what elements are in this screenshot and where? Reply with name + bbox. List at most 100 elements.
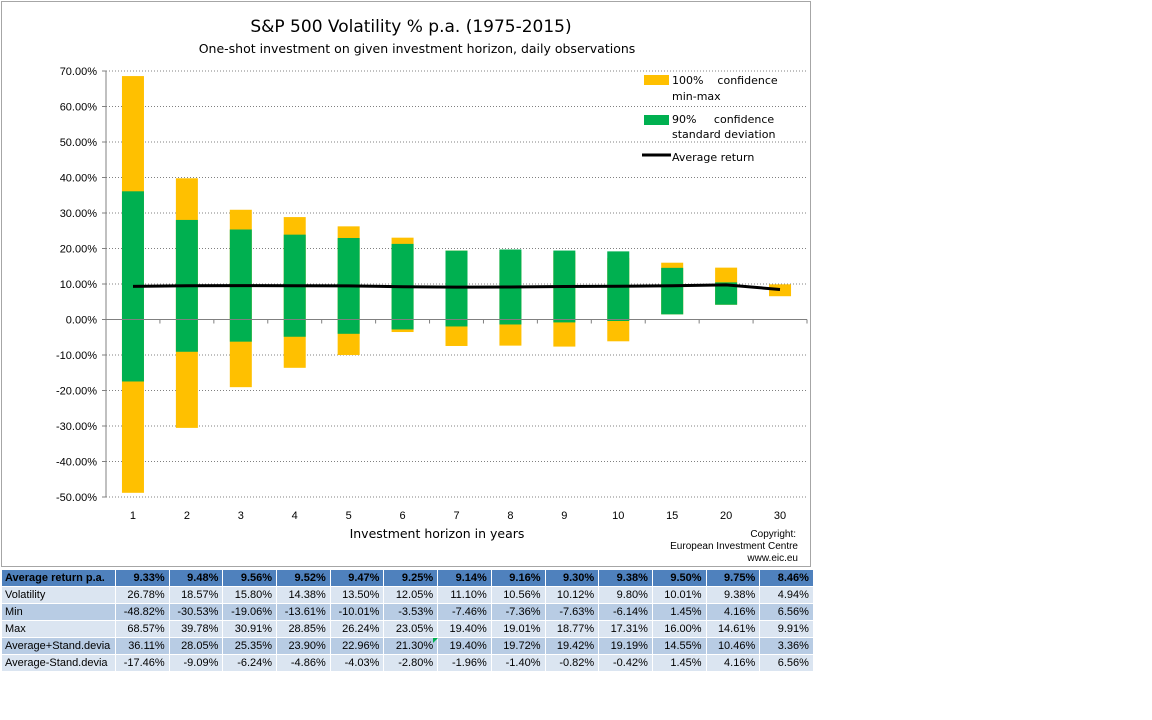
y-tick-label: 50.00%: [60, 137, 98, 149]
table-cell: -17.46%: [115, 654, 170, 672]
row-label: Min: [1, 603, 116, 621]
table-cell: 1.45%: [651, 603, 707, 621]
legend-average-label: Average return: [672, 151, 754, 164]
table-row: Average-Stand.devia -17.46% -9.09% -6.24% -4…: [1, 654, 814, 672]
chart-svg: S&P 500 Volatility % p.a. (1975-2015) On…: [56, 17, 808, 564]
table-cell: 18.77%: [544, 620, 600, 638]
x-tick-label: 30: [774, 510, 786, 522]
table-cell: 18.57%: [168, 586, 224, 604]
y-tick-label: 0.00%: [66, 315, 97, 327]
table-cell: 19.42%: [544, 637, 600, 655]
x-tick-label: 6: [400, 510, 406, 522]
table-cell: 9.75%: [705, 569, 761, 587]
table-cell: -0.82%: [544, 654, 600, 672]
average-line-layer: [132, 283, 781, 291]
x-tick-label: 4: [292, 510, 298, 522]
x-tick-label: 5: [346, 510, 352, 522]
table-cell: 23.90%: [276, 637, 331, 655]
table-cell: 10.01%: [651, 586, 707, 604]
table-cell: 9.47%: [329, 569, 385, 587]
table-cell: -6.24%: [222, 654, 278, 672]
legend-stddev-line1: 90% confidence: [672, 113, 774, 126]
copyright-block: Copyright: European Investment Centre ww…: [670, 529, 798, 564]
legend-swatch-stddev: [644, 115, 669, 125]
table-row: Average+Stand.devia 36.11% 28.05% 25.35% 23.…: [1, 637, 814, 655]
table-cell: 8.46%: [759, 569, 814, 587]
table-cell: 4.16%: [705, 654, 761, 672]
table-cell: 9.38%: [598, 569, 653, 587]
table-cell: -2.80%: [383, 654, 439, 672]
table-cell: 17.31%: [598, 620, 653, 638]
table-cell: 16.00%: [651, 620, 707, 638]
table-cell: 4.94%: [759, 586, 814, 604]
table-cell: 14.61%: [705, 620, 761, 638]
table-cell: -7.63%: [544, 603, 600, 621]
table-cell: 25.35%: [222, 637, 278, 655]
x-tick-label: 1: [130, 510, 136, 522]
table-row: Max 68.57% 39.78% 30.91% 28.85% 26.24% 23.05% 1…: [1, 620, 814, 638]
y-tick-label: -50.00%: [56, 492, 97, 504]
table-cell: -30.53%: [168, 603, 224, 621]
row-label: Average-Stand.devia: [1, 654, 116, 672]
table-cell: 26.24%: [329, 620, 385, 638]
axes: [105, 71, 807, 497]
table-cell: 10.12%: [544, 586, 600, 604]
y-tick-label: -10.00%: [56, 350, 97, 362]
legend-minmax-line2: min-max: [672, 90, 721, 103]
table-cell: 9.14%: [437, 569, 492, 587]
table-header-row: Average return p.a. 9.33% 9.48% 9.56% 9.52% 9…: [1, 569, 814, 587]
x-tick-label: 3: [238, 510, 244, 522]
y-tick-label: -40.00%: [56, 457, 97, 469]
table-cell: -19.06%: [222, 603, 278, 621]
row-label: Average+Stand.devia: [1, 637, 116, 655]
copyright-label: Copyright:: [750, 529, 796, 540]
bars: [121, 76, 792, 493]
table-cell: 9.33%: [115, 569, 170, 587]
table-cell: 22.96%: [329, 637, 385, 655]
y-tick-label: 40.00%: [60, 173, 98, 185]
x-tick-label: 2: [184, 510, 190, 522]
table-cell: 13.50%: [329, 586, 385, 604]
table-cell: 14.55%: [651, 637, 707, 655]
legend-swatch-minmax: [644, 75, 669, 85]
table-cell: -10.01%: [329, 603, 385, 621]
table-row: Min -48.82% -30.53% -19.06% -13.61% -10.01% -3…: [1, 603, 814, 621]
copyright-url: www.eic.eu: [746, 553, 798, 564]
table-cell: 10.46%: [705, 637, 761, 655]
chart-title: S&P 500 Volatility % p.a. (1975-2015): [250, 17, 571, 37]
minmax-bar: [769, 284, 792, 297]
table-cell: 3.36%: [759, 637, 814, 655]
legend: 100% confidence min-max 90% confidence s…: [642, 74, 778, 164]
table-cell: 9.52%: [276, 569, 331, 587]
table-cell: 28.85%: [276, 620, 331, 638]
table-cell: 9.16%: [490, 569, 546, 587]
stddev-bar: [121, 191, 144, 382]
row-label: Average return p.a.: [1, 569, 116, 587]
table-cell: 12.05%: [383, 586, 439, 604]
table-cell: -7.36%: [490, 603, 546, 621]
y-axis-ticks: -50.00% -40.00% -30.00% -20.00% -10.00% 0.00%…: [56, 66, 106, 504]
table-cell: -1.40%: [490, 654, 546, 672]
table-cell: 9.80%: [598, 586, 653, 604]
y-tick-label: 70.00%: [60, 66, 98, 78]
table-cell: 19.72%: [490, 637, 546, 655]
table-cell: 6.56%: [759, 603, 814, 621]
x-tick-label: 9: [561, 510, 567, 522]
y-tick-label: 20.00%: [60, 244, 98, 256]
y-tick-label: -30.00%: [56, 421, 97, 433]
table-cell: 14.38%: [276, 586, 331, 604]
average-return-line: [132, 283, 781, 291]
table-cell: 6.56%: [759, 654, 814, 672]
table-row: Volatility 26.78% 18.57% 15.80% 14.38% 13.50%…: [1, 586, 814, 604]
table-cell: 15.80%: [222, 586, 278, 604]
table-cell: 9.48%: [168, 569, 224, 587]
table-cell: -13.61%: [276, 603, 331, 621]
cell-error-indicator: [433, 638, 438, 643]
table-cell: 23.05%: [383, 620, 439, 638]
table-cell: 19.40%: [437, 637, 492, 655]
x-tick-label: 20: [720, 510, 732, 522]
table-cell: 26.78%: [115, 586, 170, 604]
x-tick-label: 10: [612, 510, 624, 522]
table-cell: -7.46%: [437, 603, 492, 621]
y-tick-label: -20.00%: [56, 386, 97, 398]
